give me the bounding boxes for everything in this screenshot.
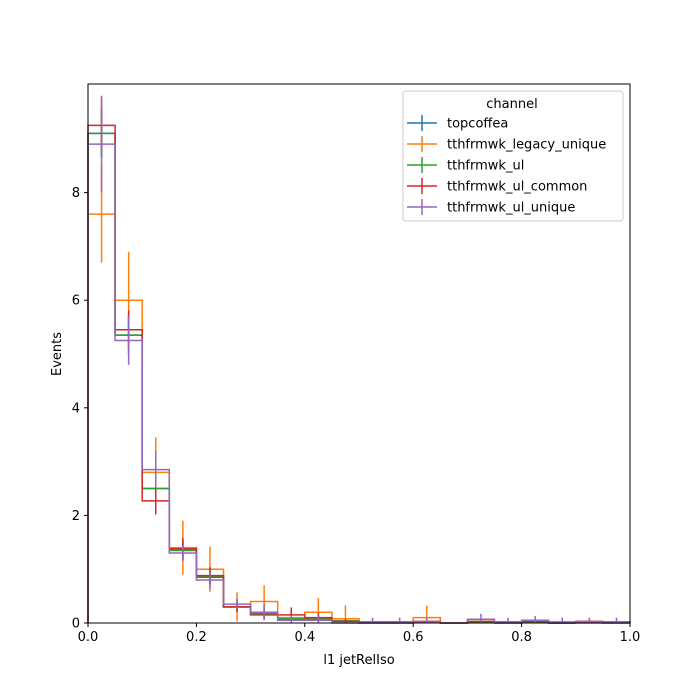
x-tick-label: 0.6 [403,630,424,645]
y-tick-label: 8 [72,186,80,201]
x-tick-label: 1.0 [620,630,641,645]
x-tick-label: 0.0 [78,630,99,645]
legend-label: tthfrmwk_ul_unique [447,201,575,216]
legend-box [402,90,624,222]
plot-frame [87,83,631,624]
x-tick-label: 0.4 [294,630,315,645]
y-tick-label: 4 [72,401,80,416]
x-tick-label: 0.2 [186,630,207,645]
x-tick-label: 0.8 [511,630,532,645]
y-axis-label: Events [50,332,65,376]
legend-item: tthfrmwk_legacy_unique [407,136,606,153]
legend-item: tthfrmwk_ul [407,157,524,174]
legend-item: tthfrmwk_ul_common [407,178,587,195]
legend-label: tthfrmwk_legacy_unique [447,138,606,153]
y-tick-label: 0 [72,617,80,632]
x-axis-label: l1 jetRelIso [323,653,394,668]
legend-label: topcoffea [447,117,508,132]
legend-item: tthfrmwk_ul_unique [407,199,575,216]
ticks-layer: 0.0 0.2 0.4 0.6 0.8 1.0 0 2 4 6 8 [72,186,641,645]
legend-title: channel [486,97,537,112]
legend: channel topcoffea tthfrmwk_legacy_uniquett… [402,90,624,222]
legend-label: tthfrmwk_ul_common [447,180,587,195]
legend-label: tthfrmwk_ul [447,159,524,174]
y-tick-label: 6 [72,294,80,309]
y-tick-label: 2 [72,509,80,524]
legend-item: topcoffea [407,115,508,132]
